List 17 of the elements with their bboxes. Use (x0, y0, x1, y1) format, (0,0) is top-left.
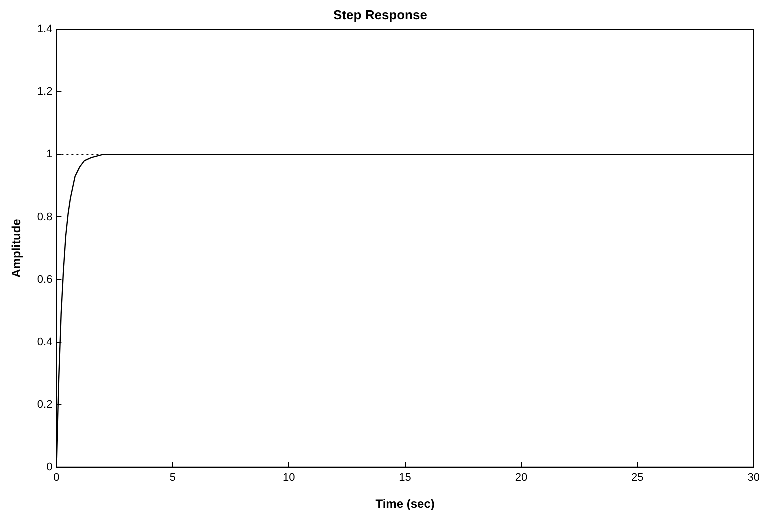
x-axis-title: Time (sec) (376, 497, 435, 512)
y-tick-label: 0.4 (37, 336, 53, 348)
y-axis-title: Amplitude (10, 218, 24, 278)
x-tick-label: 25 (632, 472, 644, 484)
x-tick-label: 20 (515, 472, 528, 484)
x-tick-label: 5 (170, 472, 176, 484)
y-tick-label: 1.2 (37, 86, 53, 98)
x-tick-label: 10 (282, 472, 296, 484)
y-tick-label: 0.2 (37, 398, 53, 411)
y-tick-label: 1.4 (37, 24, 53, 36)
chart-title: Step Response (334, 7, 428, 22)
y-tick-label: 0.8 (37, 211, 53, 224)
x-tick-label: 30 (748, 472, 760, 484)
y-tick-label: 0 (46, 461, 53, 474)
y-tick-label: 1 (46, 148, 53, 161)
y-tick-label: 0.6 (37, 274, 53, 286)
x-tick-label: 15 (399, 472, 412, 484)
